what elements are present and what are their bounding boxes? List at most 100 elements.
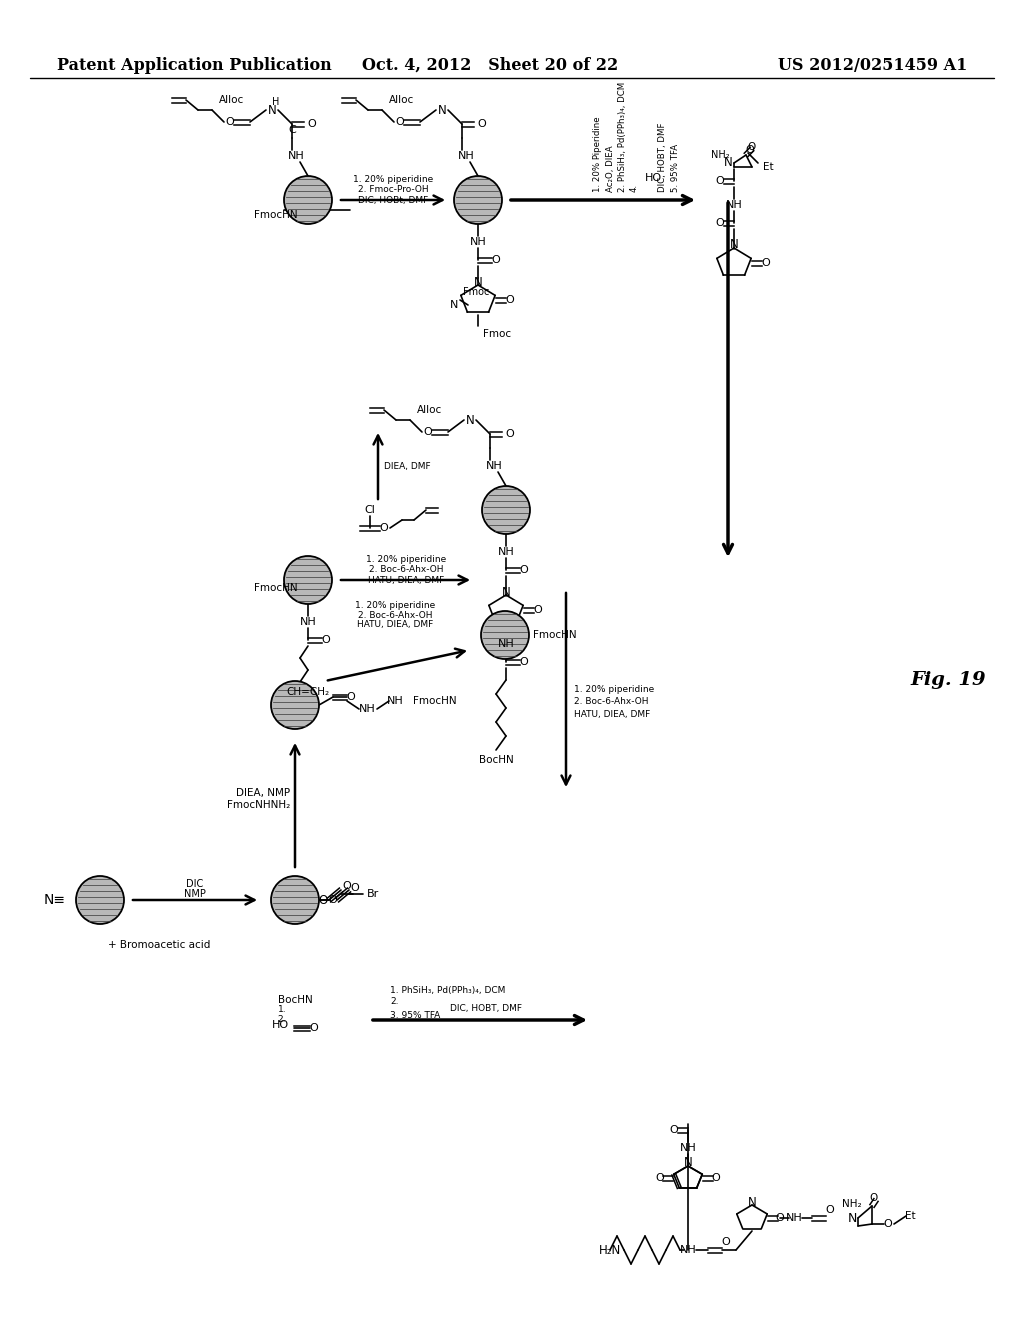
- Text: 2. Fmoc-Pro-OH: 2. Fmoc-Pro-OH: [357, 186, 428, 194]
- Text: O: O: [322, 635, 331, 645]
- Text: O: O: [716, 218, 724, 228]
- Text: NH: NH: [785, 1213, 803, 1224]
- Text: NH₂: NH₂: [711, 150, 729, 160]
- Text: NH: NH: [358, 704, 376, 714]
- Text: NH: NH: [470, 238, 486, 247]
- Text: O: O: [225, 117, 234, 127]
- Text: FmocHN: FmocHN: [254, 210, 298, 220]
- Text: O: O: [506, 429, 514, 440]
- Text: O: O: [869, 1193, 879, 1203]
- Text: O: O: [380, 523, 388, 533]
- Text: O: O: [395, 117, 404, 127]
- Text: N: N: [502, 586, 510, 598]
- Text: DIC, HOBt, DMF: DIC, HOBt, DMF: [357, 195, 428, 205]
- Text: HATU, DIEA, DMF: HATU, DIEA, DMF: [574, 710, 650, 718]
- Text: NH: NH: [485, 461, 503, 471]
- Text: Oct. 4, 2012   Sheet 20 of 22: Oct. 4, 2012 Sheet 20 of 22: [361, 57, 618, 74]
- Text: US 2012/0251459 A1: US 2012/0251459 A1: [777, 57, 967, 74]
- Text: BocHN: BocHN: [478, 755, 513, 766]
- Text: O: O: [745, 145, 755, 154]
- Text: 2. Boc-6-Ahx-OH: 2. Boc-6-Ahx-OH: [357, 610, 432, 619]
- Text: DIEA, DMF: DIEA, DMF: [384, 462, 431, 470]
- Circle shape: [271, 681, 319, 729]
- Text: FmocHN: FmocHN: [534, 630, 577, 640]
- Text: HATU, DIEA, DMF: HATU, DIEA, DMF: [368, 576, 444, 585]
- Text: O: O: [329, 895, 337, 906]
- Text: N≡: N≡: [44, 894, 66, 907]
- Text: HATU, DIEA, DMF: HATU, DIEA, DMF: [357, 620, 433, 630]
- Text: O: O: [309, 1023, 318, 1034]
- Text: O: O: [825, 1205, 835, 1214]
- Text: FmocHN: FmocHN: [413, 696, 457, 706]
- Text: DIC: DIC: [186, 879, 204, 888]
- Text: NH₂: NH₂: [842, 1199, 862, 1209]
- Circle shape: [284, 176, 332, 224]
- Text: N: N: [474, 276, 482, 289]
- Text: FmocNHNH₂: FmocNHNH₂: [226, 800, 290, 810]
- Text: O: O: [519, 565, 528, 576]
- Text: O: O: [343, 880, 351, 891]
- Text: O: O: [318, 894, 328, 907]
- Text: 5. 95% TFA: 5. 95% TFA: [671, 144, 680, 191]
- Text: N: N: [466, 413, 474, 426]
- Text: HO: HO: [644, 173, 662, 183]
- Text: N: N: [724, 157, 732, 169]
- Text: O: O: [670, 1125, 678, 1135]
- Text: O: O: [492, 255, 501, 265]
- Text: O: O: [884, 1218, 892, 1229]
- Text: HO: HO: [271, 1020, 289, 1030]
- Text: O: O: [506, 294, 514, 305]
- Text: NH: NH: [498, 639, 514, 649]
- Text: O: O: [722, 1237, 730, 1247]
- Text: 2. Boc-6-Ahx-OH: 2. Boc-6-Ahx-OH: [574, 697, 648, 706]
- Text: Et: Et: [763, 162, 773, 172]
- Text: N: N: [437, 103, 446, 116]
- Text: Alloc: Alloc: [389, 95, 415, 106]
- Text: 1. 20% piperidine: 1. 20% piperidine: [353, 176, 433, 185]
- Text: Patent Application Publication: Patent Application Publication: [57, 57, 332, 74]
- Text: N: N: [684, 1156, 692, 1170]
- Text: FmocHN: FmocHN: [254, 583, 298, 593]
- Text: 2.: 2.: [390, 998, 398, 1006]
- Text: DIC, HOBT, DMF: DIC, HOBT, DMF: [658, 123, 668, 191]
- Text: NH: NH: [300, 616, 316, 627]
- Text: 4.: 4.: [630, 183, 639, 191]
- Circle shape: [76, 876, 124, 924]
- Text: NH: NH: [726, 201, 742, 210]
- Text: 2.: 2.: [278, 1015, 287, 1024]
- Text: H: H: [272, 96, 280, 107]
- Circle shape: [481, 611, 529, 659]
- Text: NMP: NMP: [184, 888, 206, 899]
- Text: Fmoc: Fmoc: [463, 286, 489, 297]
- Text: 3. 95% TFA: 3. 95% TFA: [390, 1011, 440, 1020]
- Text: 1. 20% Piperidine: 1. 20% Piperidine: [594, 116, 602, 191]
- Text: O: O: [477, 119, 486, 129]
- Text: O: O: [748, 143, 756, 152]
- Text: O: O: [655, 1173, 665, 1183]
- Text: NH: NH: [288, 150, 304, 161]
- Text: N: N: [730, 239, 738, 252]
- Text: O: O: [350, 883, 359, 894]
- Text: O: O: [424, 426, 432, 437]
- Text: NH: NH: [680, 1245, 696, 1255]
- Text: O: O: [775, 1213, 784, 1224]
- Text: 2. PhSiH₃, Pd(PPh₃)₄, DCM: 2. PhSiH₃, Pd(PPh₃)₄, DCM: [617, 82, 627, 191]
- Text: BocHN: BocHN: [278, 995, 312, 1005]
- Text: N: N: [748, 1196, 757, 1209]
- Text: Br: Br: [367, 888, 379, 899]
- Text: O: O: [519, 657, 528, 667]
- Text: N: N: [847, 1212, 857, 1225]
- Text: O: O: [712, 1173, 720, 1183]
- Text: DIEA, NMP: DIEA, NMP: [236, 788, 290, 799]
- Text: O: O: [347, 692, 355, 702]
- Text: NH: NH: [498, 546, 514, 557]
- Text: Ac₂O, DIEA: Ac₂O, DIEA: [605, 145, 614, 191]
- Text: Fmoc: Fmoc: [483, 329, 511, 339]
- Text: 1. PhSiH₃, Pd(PPh₃)₄, DCM: 1. PhSiH₃, Pd(PPh₃)₄, DCM: [390, 986, 506, 994]
- Text: 1. 20% piperidine: 1. 20% piperidine: [366, 556, 446, 565]
- Text: Et: Et: [904, 1210, 915, 1221]
- Circle shape: [271, 876, 319, 924]
- Text: 1. 20% piperidine: 1. 20% piperidine: [574, 685, 654, 694]
- Text: 2. Boc-6-Ahx-OH: 2. Boc-6-Ahx-OH: [369, 565, 443, 574]
- Text: 1. 20% piperidine: 1. 20% piperidine: [355, 601, 435, 610]
